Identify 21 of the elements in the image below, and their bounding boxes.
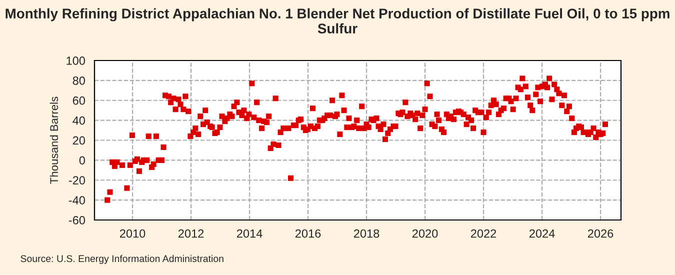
x-tick-label: 2014 <box>236 229 262 238</box>
x-tick-label: 2026 <box>588 229 614 238</box>
y-tick-label: -60 <box>68 216 86 224</box>
y-tick-label: -20 <box>68 176 86 185</box>
chart-title: Monthly Refining District Appalachian No. 1 Blender Net Production of Distillate Fuel Oil, 0 to 15 ppm Sulfur <box>6 8 670 34</box>
y-tick-label: 0 <box>79 156 86 165</box>
y-tick-label: 80 <box>72 76 86 85</box>
y-tick-label: -40 <box>68 196 86 204</box>
x-tick-label: 2020 <box>412 229 438 238</box>
y-tick-label: 60 <box>72 96 86 105</box>
x-tick-label: 2022 <box>470 229 496 238</box>
source-note: Source: U.S. Energy Information Administration <box>20 254 224 264</box>
x-tick-label: 2024 <box>529 229 555 238</box>
x-tick-label: 2012 <box>178 229 204 238</box>
y-tick-label: 20 <box>72 136 86 145</box>
y-axis-title: Thousand Barrels <box>50 96 58 184</box>
x-tick-label: 2018 <box>354 229 380 238</box>
x-tick-label: 2010 <box>120 229 146 238</box>
y-tick-label: 40 <box>72 116 86 125</box>
x-tick-label: 2016 <box>295 229 321 238</box>
y-tick-label: 100 <box>66 56 86 65</box>
